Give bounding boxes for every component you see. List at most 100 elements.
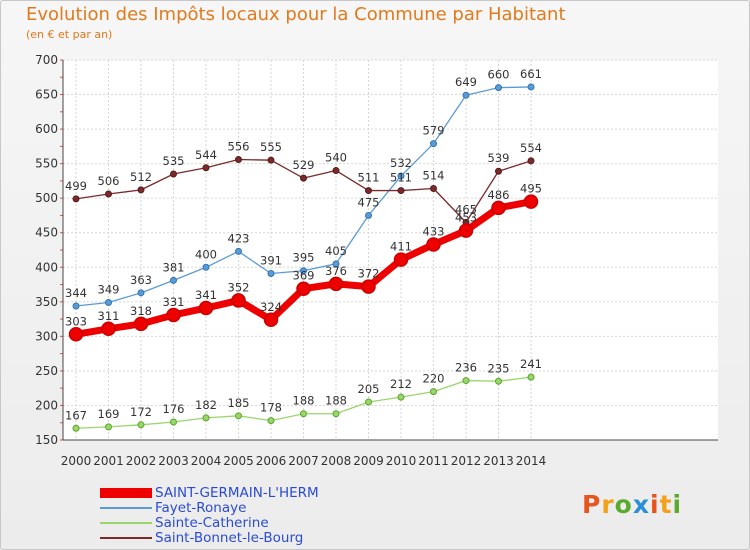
y-tick-label: 550 — [35, 157, 58, 171]
data-point — [105, 299, 112, 307]
data-label: 556 — [228, 139, 250, 153]
data-label: 514 — [423, 169, 445, 183]
x-tick-label: 2007 — [288, 454, 319, 468]
data-label: 433 — [423, 224, 445, 238]
logo-letter: t — [659, 490, 673, 519]
data-point — [393, 252, 409, 267]
legend-swatch — [100, 537, 152, 539]
data-label: 212 — [390, 377, 412, 391]
data-label: 486 — [488, 188, 510, 202]
data-label: 529 — [293, 158, 315, 172]
logo-letter: i — [672, 490, 683, 519]
data-point — [133, 316, 149, 332]
data-label: 475 — [358, 195, 380, 209]
data-label: 660 — [488, 68, 510, 82]
y-tick-label: 450 — [35, 226, 58, 240]
data-point — [458, 223, 474, 238]
data-point — [263, 312, 279, 328]
data-label: 535 — [163, 154, 185, 168]
data-label: 381 — [163, 260, 185, 274]
legend-label: Saint-Bonnet-le-Bourg — [155, 530, 304, 546]
data-label: 661 — [520, 67, 542, 81]
data-label: 423 — [228, 231, 250, 245]
data-label: 188 — [325, 394, 347, 408]
data-point — [523, 194, 539, 209]
data-label: 453 — [455, 211, 477, 225]
data-point — [170, 170, 177, 178]
legend-label: Fayet-Ronaye — [155, 500, 247, 516]
data-point — [332, 260, 340, 268]
x-tick-label: 2010 — [386, 454, 417, 468]
data-point — [170, 418, 177, 426]
data-point — [137, 289, 145, 297]
data-point — [101, 321, 116, 337]
data-point — [72, 424, 80, 432]
y-tick-label: 600 — [35, 122, 58, 136]
data-point — [491, 200, 506, 216]
data-point — [365, 187, 372, 195]
x-tick-label: 2008 — [321, 454, 352, 468]
data-point — [202, 414, 210, 422]
x-tick-label: 2001 — [93, 454, 124, 468]
data-label: 376 — [325, 264, 347, 278]
data-point — [365, 398, 372, 406]
data-point — [231, 293, 246, 308]
y-tick-label: 250 — [35, 364, 58, 378]
data-point — [527, 83, 535, 91]
data-label: 182 — [195, 398, 217, 412]
data-label: 363 — [130, 273, 152, 287]
data-point — [105, 190, 112, 198]
x-tick-label: 2004 — [191, 454, 222, 468]
data-point — [105, 423, 112, 431]
logo-letter: i — [650, 490, 660, 519]
data-point — [72, 195, 80, 203]
data-label: 649 — [455, 75, 477, 89]
data-label: 318 — [130, 304, 152, 318]
data-label: 544 — [195, 148, 217, 162]
y-tick-label: 700 — [35, 53, 58, 67]
x-tick-label: 2002 — [126, 454, 157, 468]
data-point — [527, 157, 535, 165]
data-point — [495, 84, 502, 92]
data-point — [361, 279, 376, 294]
data-label: 220 — [423, 372, 445, 386]
data-label: 176 — [163, 402, 185, 416]
data-label: 506 — [98, 174, 120, 188]
legend-swatch — [100, 522, 152, 524]
x-tick-label: 2006 — [256, 454, 287, 468]
data-point — [170, 276, 177, 284]
data-label: 400 — [195, 247, 217, 261]
x-tick-label: 2005 — [223, 454, 254, 468]
data-label: 205 — [358, 382, 380, 396]
y-tick-label: 400 — [35, 260, 58, 274]
y-tick-label: 350 — [35, 295, 58, 309]
plot-area — [63, 60, 718, 440]
x-tick-label: 2013 — [483, 454, 514, 468]
data-point — [267, 156, 275, 164]
y-tick-label: 650 — [35, 88, 58, 102]
x-tick-label: 2014 — [516, 454, 547, 468]
data-point — [235, 412, 242, 420]
legend-swatch — [100, 507, 152, 509]
data-label: 349 — [98, 283, 120, 297]
data-label: 540 — [325, 151, 347, 165]
legend-label: SAINT-GERMAIN-L'HERM — [155, 485, 319, 501]
data-point — [137, 421, 145, 429]
data-label: 235 — [488, 361, 510, 375]
x-tick-label: 2003 — [158, 454, 189, 468]
data-point — [462, 91, 470, 99]
data-point — [430, 185, 437, 193]
proxiti-logo: Proxiti — [582, 490, 682, 519]
data-point — [72, 302, 80, 310]
data-point — [198, 300, 214, 316]
data-point — [365, 211, 372, 219]
logo-letter: o — [614, 490, 633, 519]
x-tick-label: 2012 — [451, 454, 482, 468]
data-label: 185 — [228, 396, 250, 410]
data-point — [495, 167, 502, 175]
data-point — [300, 410, 307, 418]
x-tick-label: 2009 — [353, 454, 384, 468]
data-label: 303 — [65, 314, 87, 328]
data-label: 344 — [65, 286, 87, 300]
